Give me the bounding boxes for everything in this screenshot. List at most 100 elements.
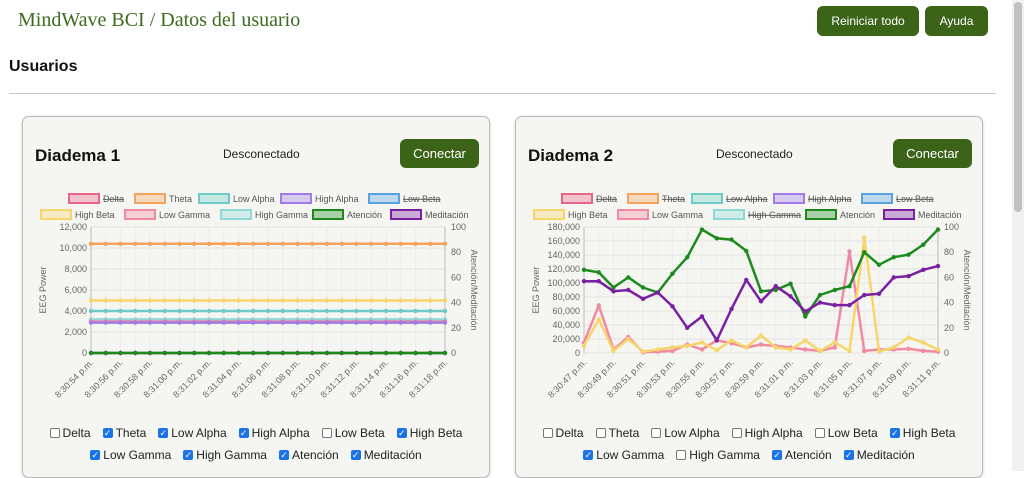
legend-item-low-gamma[interactable]: Low Gamma <box>617 209 703 220</box>
help-button[interactable]: Ayuda <box>925 6 988 36</box>
legend-item-high-gamma[interactable]: High Gamma <box>220 209 308 220</box>
data-point-atenci-n <box>685 255 690 260</box>
checkbox-box[interactable] <box>49 428 60 438</box>
data-point-theta <box>118 241 123 246</box>
checkbox-low-gamma[interactable]: ✓ Low Gamma <box>90 448 171 462</box>
checkbox-high-alpha[interactable]: High Alpha <box>731 426 803 440</box>
checkbox-high-beta[interactable]: ✓ High Beta <box>889 426 955 440</box>
data-point-high-alpha <box>221 320 226 325</box>
y-tick-label: 120,000 <box>547 264 580 274</box>
scrollbar-thumb[interactable] <box>1014 2 1022 212</box>
legend-swatch <box>713 209 745 220</box>
data-point-theta <box>310 241 315 246</box>
data-point-high-beta <box>640 349 646 354</box>
legend-item-meditaci-n[interactable]: Meditación <box>883 209 962 220</box>
checkbox-label: Low Alpha <box>664 426 720 440</box>
checkbox-box[interactable] <box>595 428 606 438</box>
app-title: MindWave BCI / Datos del usuario <box>18 9 301 31</box>
checkbox-label: High Alpha <box>744 426 803 440</box>
connect-button[interactable]: Conectar <box>400 139 479 168</box>
checkbox-delta[interactable]: Delta <box>542 426 584 440</box>
legend-item-high-alpha[interactable]: High Alpha <box>280 193 359 204</box>
data-point-high-beta <box>192 298 197 303</box>
data-point-low-gamma <box>596 303 601 308</box>
checkbox-box[interactable]: ✓ <box>278 450 289 460</box>
data-point-meditaci-n <box>935 263 941 269</box>
checkbox-low-alpha[interactable]: Low Alpha <box>651 426 720 440</box>
legend-item-theta[interactable]: Theta <box>134 193 192 204</box>
data-point-low-gamma <box>803 347 808 352</box>
series-toggle-row: ✓ Low Gamma ✓ High Gamma ✓ Atención ✓ Meditació… <box>23 448 489 462</box>
checkbox-box[interactable]: ✓ <box>158 428 169 438</box>
legend-item-delta[interactable]: Delta <box>68 193 124 204</box>
checkbox-low-beta[interactable]: Low Beta <box>814 426 878 440</box>
legend-item-delta[interactable]: Delta <box>561 193 617 204</box>
legend-label: High Gamma <box>748 210 801 220</box>
legend-item-high-beta[interactable]: High Beta <box>40 209 115 220</box>
data-point-high-beta <box>251 298 256 303</box>
checkbox-box[interactable]: ✓ <box>583 450 594 460</box>
checkbox-meditaci-n[interactable]: ✓ Meditación <box>843 448 915 462</box>
data-point-high-beta <box>88 298 94 303</box>
y-axis-title: EEG Power <box>531 266 541 313</box>
checkbox-atenci-n[interactable]: ✓ Atención <box>771 448 832 462</box>
legend-item-theta[interactable]: Theta <box>627 193 685 204</box>
checkbox-high-beta[interactable]: ✓ High Beta <box>396 426 462 440</box>
legend-item-atenci-n[interactable]: Atención <box>312 209 382 220</box>
checkbox-box[interactable]: ✓ <box>102 428 113 438</box>
checkbox-high-alpha[interactable]: ✓ High Alpha <box>238 426 310 440</box>
checkbox-box[interactable] <box>676 450 687 460</box>
legend-item-high-gamma[interactable]: High Gamma <box>713 209 801 220</box>
legend-item-low-beta[interactable]: Low Beta <box>861 193 934 204</box>
checkbox-box[interactable]: ✓ <box>183 450 194 460</box>
checkbox-theta[interactable]: ✓ Theta <box>102 426 146 440</box>
checkbox-high-gamma[interactable]: ✓ High Gamma <box>183 448 267 462</box>
checkbox-box[interactable]: ✓ <box>238 428 249 438</box>
checkbox-box[interactable]: ✓ <box>843 450 854 460</box>
legend-item-low-beta[interactable]: Low Beta <box>368 193 441 204</box>
checkbox-theta[interactable]: Theta <box>595 426 639 440</box>
data-point-low-alpha <box>383 308 389 314</box>
data-point-meditaci-n <box>847 302 852 308</box>
legend-item-low-gamma[interactable]: Low Gamma <box>124 209 210 220</box>
legend-item-atenci-n[interactable]: Atención <box>805 209 875 220</box>
legend-item-meditaci-n[interactable]: Meditación <box>390 209 469 220</box>
checkbox-box[interactable]: ✓ <box>889 428 900 438</box>
legend-item-low-alpha[interactable]: Low Alpha <box>691 193 768 204</box>
connect-button[interactable]: Conectar <box>893 139 972 168</box>
data-point-theta <box>177 241 182 246</box>
checkbox-box[interactable]: ✓ <box>90 450 101 460</box>
data-point-atenci-n <box>596 270 601 275</box>
checkbox-box[interactable] <box>542 428 553 438</box>
data-point-atenci-n <box>192 350 197 356</box>
data-point-high-beta <box>206 298 212 303</box>
legend-item-high-beta[interactable]: High Beta <box>533 209 608 220</box>
checkbox-low-beta[interactable]: Low Beta <box>321 426 385 440</box>
checkbox-meditaci-n[interactable]: ✓ Meditación <box>350 448 422 462</box>
y-tick-label: 10,000 <box>59 243 87 253</box>
checkbox-box[interactable] <box>651 428 662 438</box>
checkbox-atenci-n[interactable]: ✓ Atención <box>278 448 339 462</box>
reset-all-button[interactable]: Reiniciar todo <box>817 6 919 36</box>
legend-swatch <box>134 193 166 204</box>
checkbox-high-gamma[interactable]: High Gamma <box>676 448 760 462</box>
legend-label: Low Beta <box>403 194 441 204</box>
checkbox-low-alpha[interactable]: ✓ Low Alpha <box>158 426 227 440</box>
checkbox-box[interactable] <box>731 428 742 438</box>
checkbox-box[interactable]: ✓ <box>396 428 407 438</box>
checkbox-box[interactable]: ✓ <box>771 450 782 460</box>
checkbox-delta[interactable]: Delta <box>49 426 91 440</box>
data-point-atenci-n <box>383 350 389 356</box>
data-point-high-alpha <box>251 320 256 325</box>
checkbox-low-gamma[interactable]: ✓ Low Gamma <box>583 448 664 462</box>
legend-item-low-alpha[interactable]: Low Alpha <box>198 193 275 204</box>
data-point-high-alpha <box>295 320 300 325</box>
checkbox-box[interactable] <box>814 428 825 438</box>
data-point-theta <box>147 241 153 246</box>
data-point-atenci-n <box>103 350 108 356</box>
data-point-low-alpha <box>295 308 300 314</box>
checkbox-box[interactable] <box>321 428 332 438</box>
legend-item-high-alpha[interactable]: High Alpha <box>773 193 852 204</box>
data-point-high-beta <box>685 343 690 349</box>
checkbox-box[interactable]: ✓ <box>350 450 361 460</box>
